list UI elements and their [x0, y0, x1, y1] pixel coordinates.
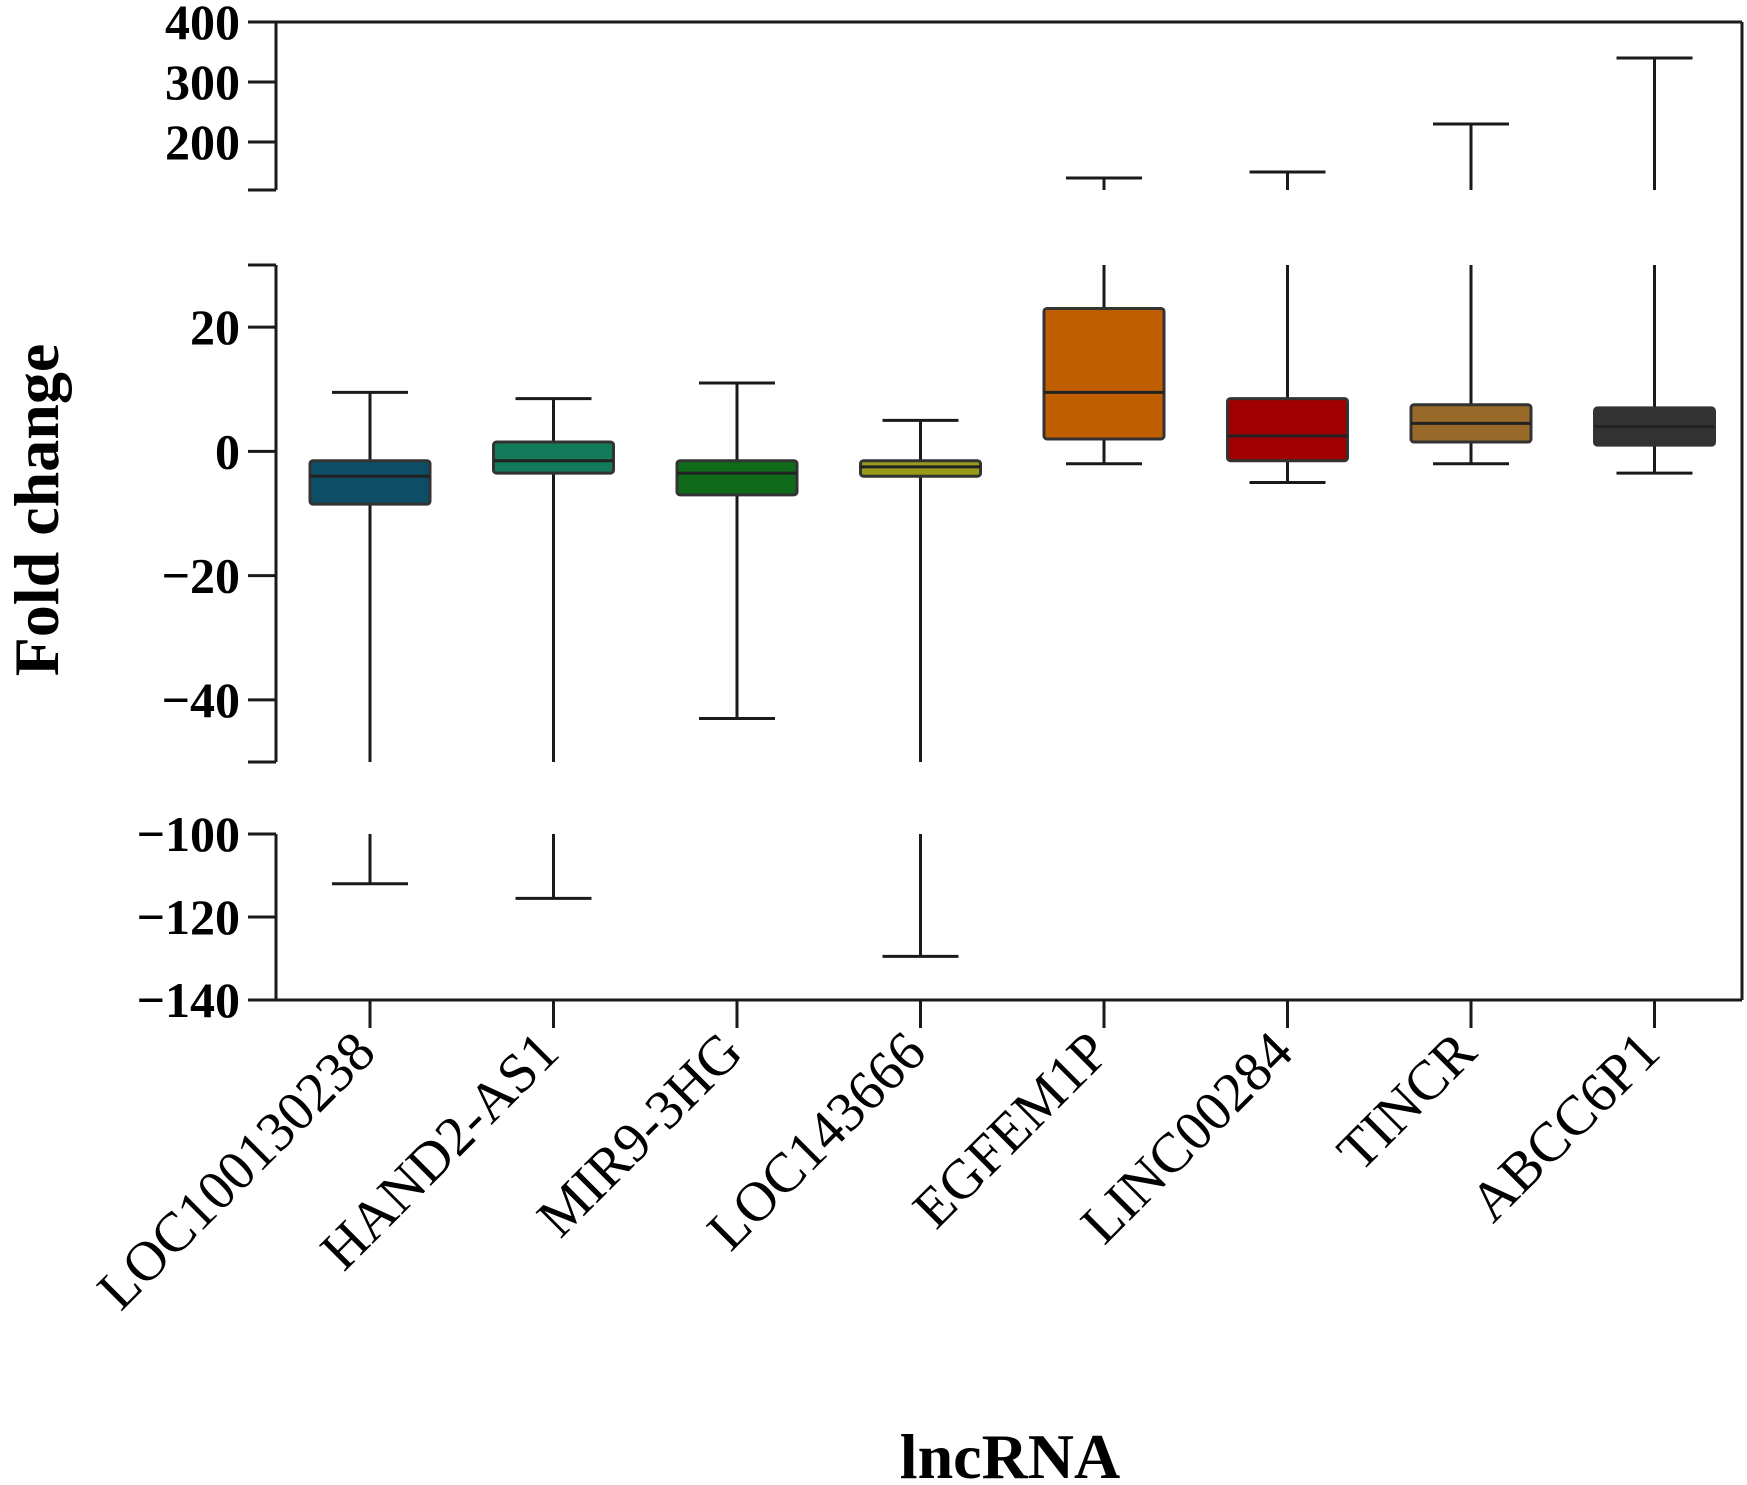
- y-tick-label: 300: [165, 54, 240, 110]
- y-tick-label: 400: [165, 0, 240, 50]
- axes: [248, 20, 1744, 1028]
- y-tick-label: −140: [137, 972, 241, 1028]
- box-ABCC6P1: [1593, 56, 1716, 475]
- y-tick-label: 200: [165, 114, 240, 170]
- y-tick-label: 0: [215, 423, 240, 479]
- x-tick-label: TINCR: [1326, 1020, 1489, 1183]
- y-axis-title: Fold change: [1, 344, 72, 676]
- box-LINC00284: [1226, 170, 1349, 484]
- x-tick-label: LOC100130238: [86, 1020, 387, 1321]
- y-tick-label: −40: [162, 672, 241, 728]
- box-iqr: [859, 459, 982, 478]
- box-iqr: [675, 459, 799, 497]
- y-tick-label: −100: [137, 806, 241, 862]
- box-TINCR: [1409, 122, 1533, 466]
- x-tick-label: ABCC6P1: [1458, 1020, 1671, 1233]
- box-iqr: [492, 440, 615, 475]
- box-LOC100130238: [308, 390, 432, 886]
- box-EGFEM1P: [1042, 176, 1166, 466]
- boxes: [308, 56, 1716, 958]
- y-tick-label: 20: [190, 299, 240, 355]
- y-tick-label: −120: [137, 889, 241, 945]
- box-MIR9-3HG: [675, 381, 799, 721]
- x-axis-title: lncRNA: [900, 1421, 1120, 1485]
- y-tick-label: −20: [162, 548, 241, 604]
- category-labels: LOC100130238HAND2-AS1MIR9-3HGLOC143666EG…: [86, 1020, 1672, 1322]
- box-iqr: [1226, 397, 1349, 463]
- box-iqr: [1042, 306, 1166, 441]
- box-HAND2-AS1: [492, 397, 615, 900]
- box-LOC143666: [859, 418, 982, 958]
- box-iqr: [308, 459, 432, 506]
